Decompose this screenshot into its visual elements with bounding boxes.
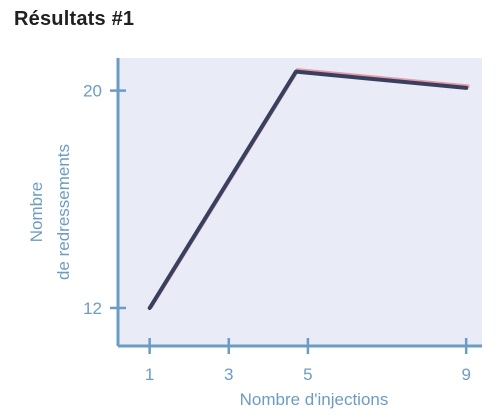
x-ticks: 1 3 5 9 — [145, 338, 471, 384]
x-tick-label: 1 — [145, 365, 154, 384]
x-axis-label: Nombre d'injections — [240, 390, 389, 409]
x-tick-label: 9 — [461, 365, 470, 384]
x-tick-label: 5 — [303, 365, 312, 384]
y-tick-label: 20 — [83, 82, 102, 101]
x-tick-label: 3 — [224, 365, 233, 384]
y-axis-label-line-1: Nombre — [27, 182, 46, 242]
plot-area — [118, 58, 482, 346]
y-axis-label-line-2: de redressements — [54, 144, 73, 280]
y-ticks: 12 20 — [83, 82, 126, 318]
series-line — [147, 69, 469, 310]
series-group — [147, 68, 470, 310]
y-tick-label: 12 — [83, 299, 102, 318]
chart-title: Résultats #1 — [14, 8, 135, 30]
